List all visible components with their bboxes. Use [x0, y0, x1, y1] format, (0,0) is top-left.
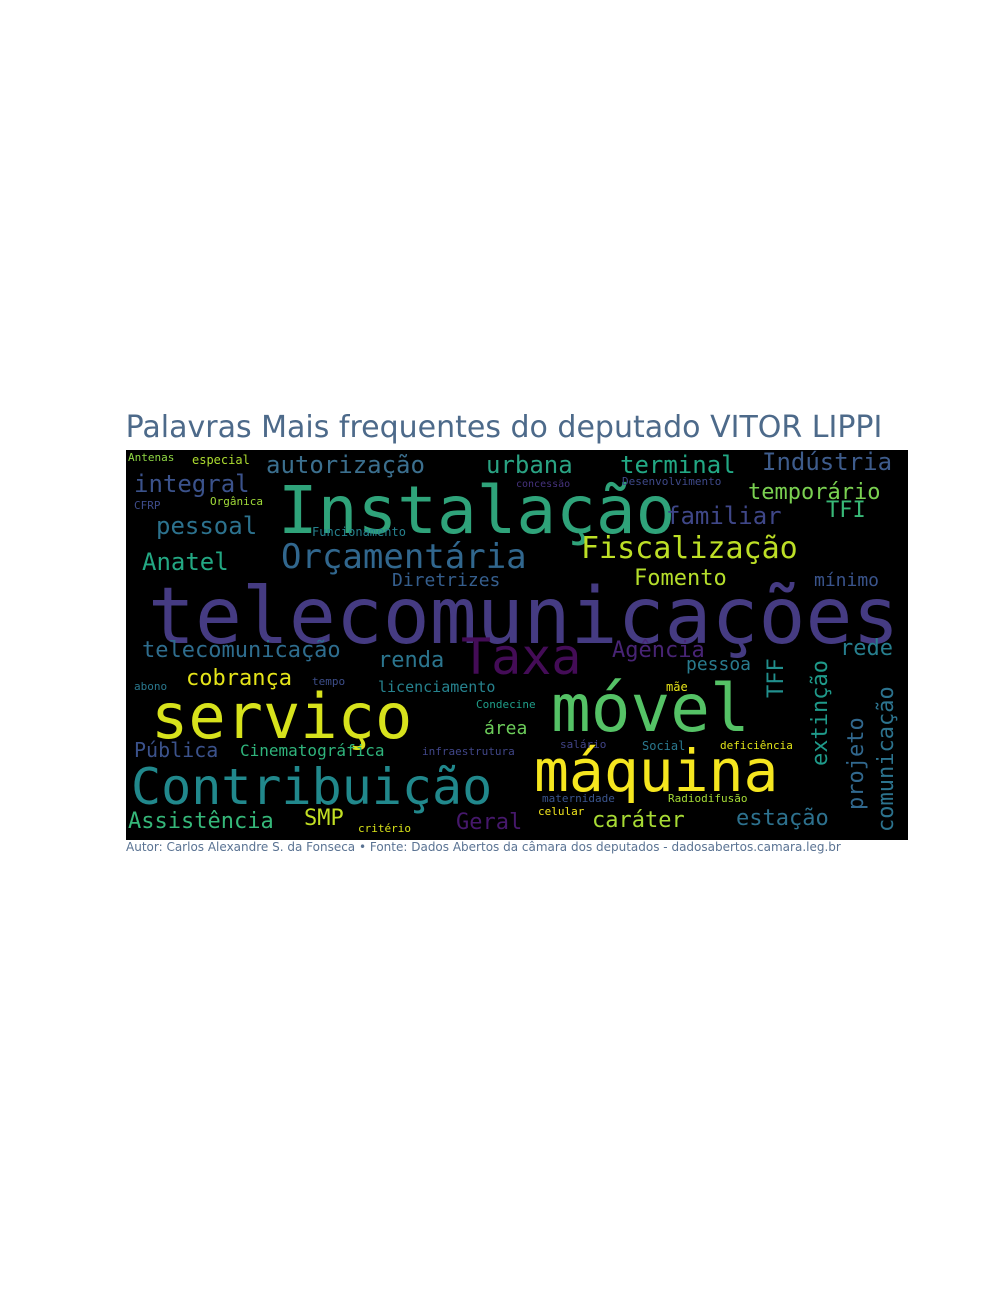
word-16: pessoal	[156, 512, 258, 540]
word-19: Anatel	[142, 548, 229, 576]
word-23: telecomunicação	[142, 638, 341, 663]
word-17: familiar	[666, 502, 782, 530]
word-45: Desenvolvimento	[622, 475, 722, 488]
word-41: estação	[736, 806, 829, 831]
page-title: Palavras Mais frequentes do deputado VIT…	[125, 410, 883, 445]
word-13: Indústria	[762, 450, 893, 476]
word-42: Antenas	[128, 451, 175, 464]
word-44: concessão	[516, 479, 571, 490]
word-47: Orgânica	[210, 495, 263, 508]
word-33: comunicação	[874, 686, 899, 832]
word-34: Pública	[134, 738, 219, 762]
word-4: móvel	[551, 670, 750, 747]
word-6: Contribuição	[131, 758, 493, 816]
word-52: Condecine	[476, 698, 536, 711]
word-60: critério	[358, 822, 411, 835]
word-20: Fomento	[634, 566, 727, 591]
word-51: mãe	[666, 680, 688, 694]
word-28: cobrança	[186, 666, 292, 691]
word-3: serviço	[151, 680, 413, 753]
word-35: Cinematográfica	[240, 741, 385, 760]
word-30: extinção	[808, 660, 833, 766]
word-27: rede	[840, 636, 893, 661]
word-57: maternidade	[542, 792, 615, 805]
word-54: salário	[560, 738, 607, 751]
word-31: licenciamento	[378, 678, 496, 696]
word-18: TFI	[826, 498, 866, 523]
word-11: urbana	[486, 451, 573, 479]
word-2: Instalação	[278, 472, 676, 549]
word-58: Radiodifusão	[668, 792, 748, 805]
word-12: terminal	[620, 451, 736, 479]
word-7: Taxa	[461, 628, 582, 686]
word-29: TFF	[764, 658, 789, 698]
credit-caption: Autor: Carlos Alexandre S. da Fonseca • …	[126, 840, 841, 854]
word-14: integral	[134, 470, 250, 498]
word-59: celular	[538, 805, 585, 818]
word-24: renda	[378, 648, 445, 673]
word-25: Agência	[612, 638, 705, 663]
word-43: especial	[192, 453, 250, 467]
word-32: projeto	[844, 717, 869, 810]
word-55: Social	[642, 739, 686, 753]
word-10: autorização	[266, 451, 425, 479]
word-5: máquina	[534, 737, 779, 805]
word-8: Orçamentária	[281, 537, 527, 577]
word-39: Geral	[456, 810, 523, 835]
word-37: Assistência	[128, 809, 274, 834]
word-1: telecomunicações	[148, 572, 900, 662]
word-26: pessoa	[686, 654, 752, 675]
word-cloud: telecomunicações Instalação serviço móvel má…	[126, 450, 908, 840]
word-22: mínimo	[814, 570, 880, 591]
word-46: CFRP	[134, 499, 161, 512]
word-40: caráter	[592, 808, 685, 833]
word-48: Funcionamento	[312, 525, 406, 539]
word-49: abono	[134, 680, 168, 693]
word-50: tempo	[312, 675, 346, 688]
word-15: temporário	[748, 480, 881, 505]
word-9: Fiscalização	[581, 531, 798, 566]
word-56: deficiência	[720, 739, 793, 752]
word-38: SMP	[304, 806, 344, 831]
word-53: infraestrutura	[422, 745, 515, 758]
word-21: Diretrizes	[392, 570, 501, 591]
word-36: área	[484, 718, 528, 739]
